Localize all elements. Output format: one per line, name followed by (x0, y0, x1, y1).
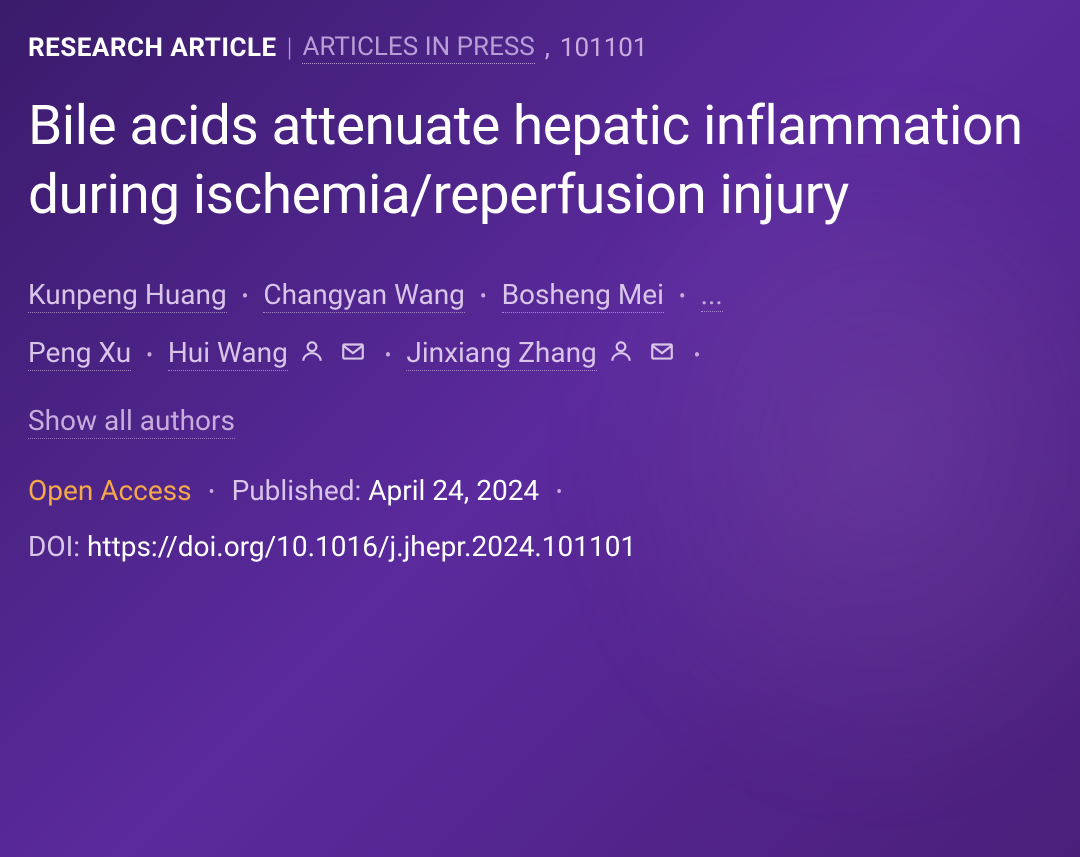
author-link[interactable]: Hui Wang (168, 336, 288, 371)
author-link[interactable]: Jinxiang Zhang (406, 336, 596, 371)
author-link[interactable]: Changyan Wang (263, 278, 465, 313)
authors-list: Kunpeng Huang • Changyan Wang • Bosheng … (28, 266, 1052, 385)
bullet-separator: • (209, 482, 215, 503)
bullet-separator: • (146, 343, 153, 367)
article-header-content: RESEARCH ARTICLE | ARTICLES IN PRESS, 10… (28, 32, 1052, 575)
person-icon[interactable] (299, 326, 325, 385)
article-number: 101101 (560, 33, 648, 63)
published-date: April 24, 2024 (368, 474, 539, 507)
bullet-separator: • (679, 284, 686, 308)
show-all-authors-link[interactable]: Show all authors (28, 404, 235, 439)
authors-ellipsis[interactable]: ... (701, 278, 723, 312)
doi-label: DOI: (28, 530, 80, 563)
email-icon[interactable] (649, 326, 675, 385)
bullet-separator: • (556, 482, 562, 503)
articles-in-press-link[interactable]: ARTICLES IN PRESS (302, 32, 534, 64)
author-link[interactable]: Peng Xu (28, 336, 131, 371)
comma: , (545, 33, 550, 63)
separator: | (287, 33, 293, 63)
article-title: Bile acids attenuate hepatic inflammatio… (28, 92, 1052, 230)
doi-link[interactable]: https://doi.org/10.1016/j.jhepr.2024.101… (87, 530, 636, 563)
author-link[interactable]: Kunpeng Huang (28, 278, 227, 313)
person-icon[interactable] (608, 326, 634, 385)
bullet-separator: • (385, 343, 392, 367)
author-link[interactable]: Bosheng Mei (502, 278, 664, 313)
article-type-line: RESEARCH ARTICLE | ARTICLES IN PRESS, 10… (28, 32, 1052, 64)
article-type-label: RESEARCH ARTICLE (28, 33, 277, 63)
bullet-separator: • (242, 284, 249, 308)
article-meta-line: Open Access • Published: April 24, 2024 … (28, 463, 1052, 575)
bullet-separator: • (480, 284, 487, 308)
email-icon[interactable] (340, 326, 366, 385)
open-access-badge: Open Access (28, 474, 192, 507)
published-label: Published: (232, 474, 362, 507)
bullet-separator: • (694, 343, 701, 367)
